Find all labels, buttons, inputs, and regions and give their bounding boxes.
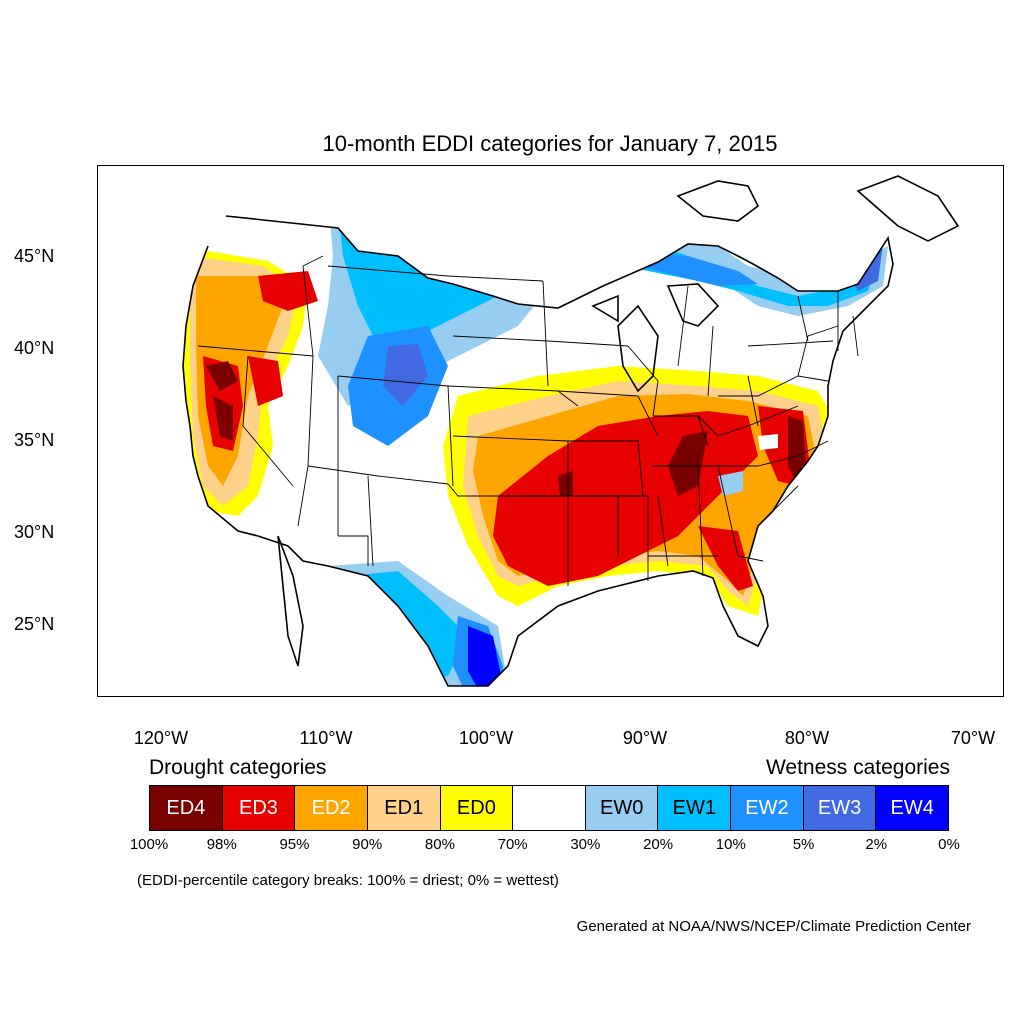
legend-break-label: 2%: [865, 836, 888, 853]
legend-cell-ed1: ED1: [367, 786, 441, 830]
legend-cell-ed3: ED3: [222, 786, 296, 830]
legend-cell-ed2: ED2: [295, 786, 368, 830]
legend-break-label: 90%: [352, 836, 383, 853]
map-canvas: [182, 175, 960, 687]
map-frame: [97, 165, 1004, 697]
legend-cell-neutral: [513, 786, 586, 830]
lat-label-45: 45°N: [14, 246, 55, 266]
legend-cell-ew4: EW4: [876, 786, 949, 830]
lon-label-100: 100°W: [458, 728, 514, 748]
eddi-field: [183, 216, 893, 686]
legend-cell-ed4: ED4: [150, 786, 223, 830]
legend-color-bar: ED4 ED3 ED2 ED1 ED0 EW0 EW1 EW2 EW3 EW4: [149, 785, 949, 831]
lon-label-70: 70°W: [950, 728, 996, 748]
lon-label-120: 120°W: [133, 728, 189, 748]
map-title: 10-month EDDI categories for January 7, …: [322, 131, 778, 156]
legend-break-label: 70%: [497, 836, 528, 853]
coastlines: [182, 175, 960, 687]
legend-break-label: 0%: [938, 836, 960, 853]
lat-label-35: 35°N: [14, 430, 55, 450]
legend-cell-ew2: EW2: [731, 786, 804, 830]
legend-break-label: 95%: [279, 836, 310, 853]
state-borders: [197, 255, 859, 586]
lat-label-30: 30°N: [14, 522, 55, 542]
lat-label-40: 40°N: [14, 338, 55, 358]
legend-break-label: 98%: [206, 836, 237, 853]
lon-label-90: 90°W: [622, 728, 668, 748]
lat-label-25: 25°N: [14, 614, 55, 634]
legend-break-label: 10%: [715, 836, 746, 853]
legend-cell-ed0: ED0: [440, 786, 514, 830]
legend-break-label: 80%: [424, 836, 455, 853]
lon-label-80: 80°W: [784, 728, 830, 748]
drought-heading: Drought categories: [149, 756, 327, 779]
legend-break-label: 20%: [643, 836, 674, 853]
legend-cell-ew0: EW0: [585, 786, 659, 830]
legend-cell-ew3: EW3: [803, 786, 877, 830]
legend-break-label: 30%: [570, 836, 601, 853]
legend-cell-ew1: EW1: [658, 786, 732, 830]
credit-line: Generated at NOAA/NWS/NCEP/Climate Predi…: [576, 918, 971, 935]
wetness-heading: Wetness categories: [765, 756, 950, 779]
lon-label-110: 110°W: [299, 728, 353, 748]
legend-break-label: 100%: [129, 836, 169, 853]
legend-break-label: 5%: [792, 836, 815, 853]
breaks-note: (EDDI-percentile category breaks: 100% =…: [137, 872, 559, 889]
